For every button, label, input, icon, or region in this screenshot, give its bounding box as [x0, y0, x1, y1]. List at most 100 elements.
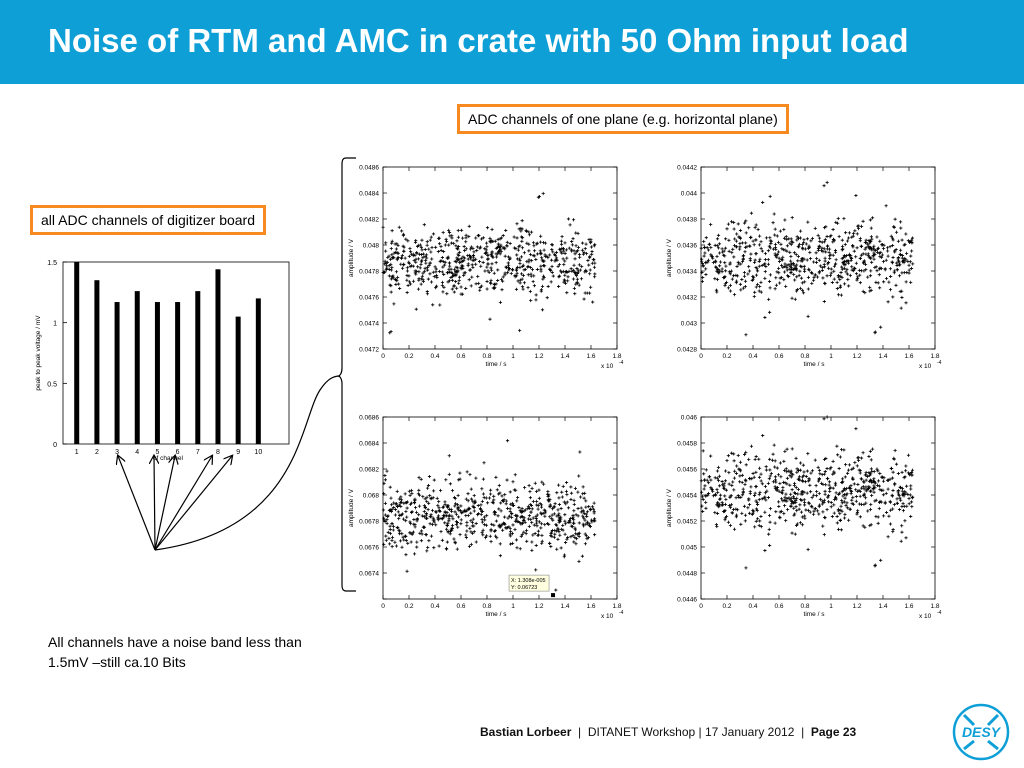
scatter-point	[739, 288, 743, 292]
scatter-point	[702, 254, 706, 258]
scatter-point	[834, 491, 838, 495]
scatter-point	[899, 539, 903, 543]
scatter-point	[503, 254, 507, 258]
scatter-point	[541, 277, 545, 281]
scatter-point	[716, 490, 720, 494]
scatter-point	[773, 475, 778, 479]
scatter-point	[491, 501, 496, 505]
scatter-point	[880, 475, 884, 479]
scatter-point	[584, 534, 588, 538]
scatter-point	[768, 457, 772, 461]
scatter-point	[864, 489, 868, 493]
scatter-point	[507, 263, 511, 267]
scatter-y-tick-label: 0.045	[681, 545, 698, 552]
scatter-point	[537, 195, 542, 199]
scatter-point	[480, 520, 485, 524]
scatter-point	[513, 527, 517, 532]
scatter-point	[508, 526, 512, 530]
scatter-point	[730, 483, 734, 488]
scatter-point	[475, 513, 480, 517]
scatter-point	[909, 500, 914, 504]
scatter-point	[467, 253, 471, 258]
scatter-point	[818, 472, 822, 476]
bar-channel-3	[114, 302, 120, 444]
scatter-point	[717, 474, 722, 478]
scatter-point	[401, 232, 406, 236]
scatter-point	[770, 458, 775, 462]
scatter-point	[580, 241, 585, 245]
scatter-point	[474, 282, 478, 286]
scatter-point	[470, 531, 475, 535]
scatter-point	[728, 262, 732, 266]
scatter-point	[446, 521, 450, 525]
scatter-point	[892, 456, 896, 460]
scatter-point	[754, 519, 758, 523]
scatter-point	[767, 297, 771, 301]
scatter-point	[588, 268, 592, 272]
scatter-point	[541, 191, 545, 196]
scatter-point	[775, 234, 779, 238]
scatter-point	[430, 245, 434, 250]
scatter-point	[768, 474, 772, 478]
scatter-point	[779, 257, 783, 261]
scatter-point	[862, 487, 866, 491]
scatter-point	[474, 262, 478, 266]
scatter-point	[488, 534, 492, 538]
scatter-point	[726, 222, 730, 226]
scatter-point	[885, 478, 890, 482]
scatter-point	[823, 489, 827, 493]
scatter-point	[897, 493, 901, 497]
scatter-point	[794, 456, 798, 460]
scatter-point	[474, 540, 478, 544]
scatter-point	[410, 252, 414, 256]
scatter-point	[843, 512, 847, 516]
scatter-point	[484, 496, 488, 500]
scatter-point	[521, 287, 525, 291]
scatter-point	[548, 504, 552, 508]
scatter-point	[515, 499, 519, 503]
scatter-point	[466, 499, 470, 503]
scatter-point	[864, 240, 868, 245]
scatter-point	[577, 283, 581, 287]
scatter-point	[581, 252, 586, 256]
scatter-point	[907, 271, 911, 275]
scatter-point	[818, 239, 822, 244]
scatter-point	[838, 512, 842, 516]
scatter-point	[788, 264, 792, 269]
scatter-point	[764, 264, 768, 269]
scatter-point	[774, 255, 778, 259]
scatter-point	[751, 239, 755, 243]
scatter-point	[386, 514, 390, 518]
scatter-point	[761, 433, 765, 438]
bar-x-tick-label: 4	[135, 449, 139, 456]
scatter-point	[553, 252, 557, 256]
scatter-point	[816, 465, 820, 470]
scatter-point	[854, 427, 858, 431]
scatter-point	[551, 274, 555, 278]
scatter-point	[882, 514, 886, 518]
scatter-point	[707, 475, 712, 479]
scatter-point	[433, 265, 437, 269]
scatter-point	[430, 522, 434, 527]
scatter-x-tick-label: 0.2	[404, 353, 413, 360]
scatter-point	[874, 514, 878, 519]
scatter-point	[866, 487, 870, 491]
scatter-point	[783, 504, 787, 508]
scatter-point	[858, 256, 863, 260]
desy-logo[interactable]: DESY	[952, 703, 1010, 761]
scatter-point	[567, 246, 571, 250]
scatter-point	[441, 290, 445, 294]
scatter-point	[572, 502, 576, 506]
scatter-point	[429, 534, 434, 538]
scatter-point	[788, 267, 792, 271]
scatter-point	[471, 504, 475, 508]
scatter-point	[823, 259, 827, 263]
scatter-point	[715, 244, 719, 248]
scatter-point	[883, 267, 887, 271]
scatter-y-axis-label: amplitude / V	[348, 488, 355, 527]
scatter-point	[727, 503, 731, 508]
scatter-point	[839, 504, 843, 508]
scatter-point	[908, 260, 912, 264]
scatter-point	[823, 256, 827, 260]
scatter-point	[499, 501, 503, 505]
